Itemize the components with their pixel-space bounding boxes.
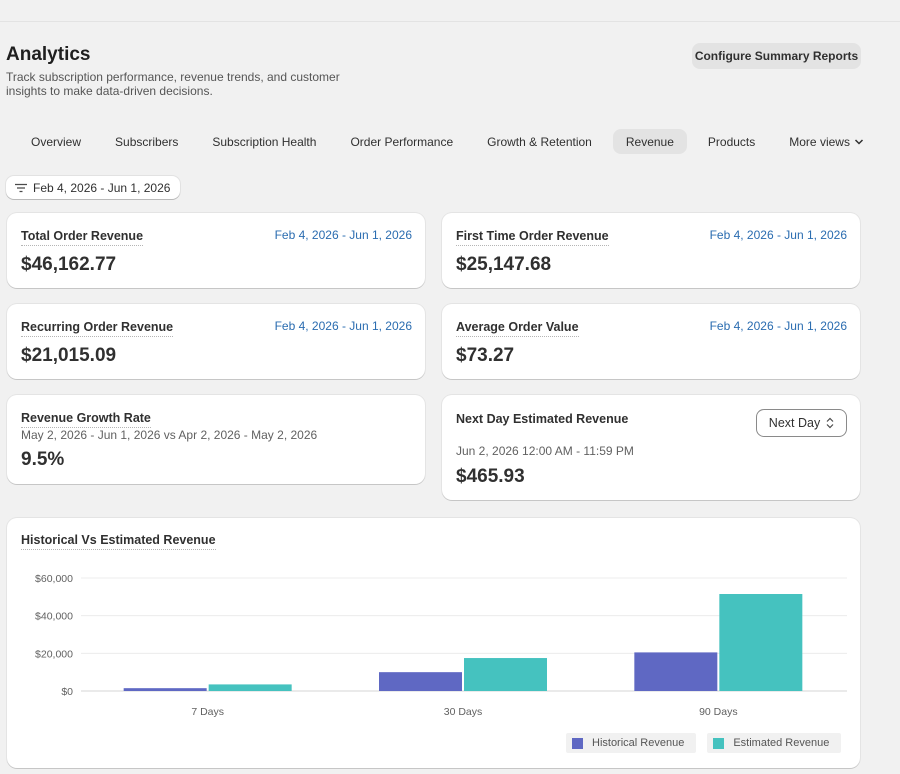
revenue-bar-chart: $0 $20,000 $40,000 $60,000 7 Days 30 Days 90 D… bbox=[35, 573, 847, 718]
filter-icon bbox=[15, 183, 27, 192]
period-select[interactable]: Next Day bbox=[756, 409, 847, 437]
legend-label: Historical Revenue bbox=[592, 737, 685, 749]
tab-bar: Overview Subscribers Subscription Health… bbox=[18, 129, 885, 154]
card-label[interactable]: First Time Order Revenue bbox=[456, 229, 609, 246]
y-tick-label: $60,000 bbox=[35, 573, 73, 585]
legend-swatch bbox=[713, 737, 725, 749]
tab-more-views[interactable]: More views bbox=[776, 129, 877, 154]
tab-label: Subscription Health bbox=[212, 134, 317, 149]
x-tick-label: 30 Days bbox=[444, 706, 483, 718]
recurring-order-revenue-card: Recurring Order Revenue Feb 4, 2026 - Ju… bbox=[7, 304, 425, 379]
bar bbox=[123, 688, 207, 691]
average-order-value-card: Average Order Value Feb 4, 2026 - Jun 1,… bbox=[442, 304, 860, 379]
page-title: Analytics bbox=[6, 44, 91, 65]
card-label[interactable]: Total Order Revenue bbox=[21, 229, 144, 246]
card-label[interactable]: Revenue Growth Rate bbox=[21, 411, 151, 428]
card-value: $465.93 bbox=[456, 466, 525, 487]
x-tick-label: 7 Days bbox=[191, 706, 224, 718]
card-label[interactable]: Average Order Value bbox=[456, 320, 579, 337]
card-comparison-range: May 2, 2026 - Jun 1, 2026 vs Apr 2, 2026… bbox=[21, 428, 318, 442]
date-filter-button[interactable]: Feb 4, 2026 - Jun 1, 2026 bbox=[6, 176, 181, 199]
legend-item-historical[interactable]: Historical Revenue bbox=[566, 733, 697, 753]
card-value: $25,147.68 bbox=[456, 254, 552, 275]
legend-label: Estimated Revenue bbox=[733, 737, 830, 749]
tab-label: Subscribers bbox=[115, 134, 179, 149]
tab-growth-retention[interactable]: Growth & Retention bbox=[474, 129, 605, 154]
period-select-value: Next Day bbox=[768, 416, 821, 430]
total-order-revenue-card: Total Order Revenue Feb 4, 2026 - Jun 1,… bbox=[7, 213, 425, 288]
tab-products[interactable]: Products bbox=[695, 129, 768, 154]
legend-item-estimated[interactable]: Estimated Revenue bbox=[707, 733, 842, 753]
revenue-growth-rate-card: Revenue Growth Rate May 2, 2026 - Jun 1,… bbox=[7, 395, 425, 484]
select-chevron-icon bbox=[826, 417, 834, 429]
top-divider bbox=[0, 21, 900, 22]
tab-label: Growth & Retention bbox=[487, 134, 592, 149]
card-value: $73.27 bbox=[456, 345, 515, 366]
x-tick-label: 90 Days bbox=[699, 706, 738, 718]
page-subtitle: Track subscription performance, revenue … bbox=[6, 70, 340, 98]
tab-subscription-health[interactable]: Subscription Health bbox=[199, 129, 329, 154]
card-value: $46,162.77 bbox=[21, 254, 117, 275]
card-date-range: Feb 4, 2026 - Jun 1, 2026 bbox=[709, 319, 847, 333]
tab-label: More views bbox=[789, 134, 850, 149]
card-value: $21,015.09 bbox=[21, 345, 117, 366]
card-date-range: Feb 4, 2026 - Jun 1, 2026 bbox=[274, 319, 412, 333]
legend-swatch bbox=[572, 737, 583, 749]
tab-label: Order Performance bbox=[350, 134, 454, 149]
tab-label: Overview bbox=[31, 134, 82, 149]
bar bbox=[719, 594, 803, 691]
tab-overview[interactable]: Overview bbox=[18, 129, 94, 154]
y-tick-label: $40,000 bbox=[35, 611, 73, 623]
next-day-estimated-revenue-card: Next Day Estimated Revenue Next Day Jun … bbox=[442, 395, 860, 500]
y-tick-label: $20,000 bbox=[35, 648, 73, 660]
card-period: Jun 2, 2026 12:00 AM - 11:59 PM bbox=[456, 444, 634, 458]
tab-revenue[interactable]: Revenue bbox=[612, 129, 687, 154]
chevron-down-icon bbox=[854, 135, 864, 149]
bar bbox=[208, 684, 292, 691]
tab-order-performance[interactable]: Order Performance bbox=[337, 129, 466, 154]
tab-label: Products bbox=[707, 134, 756, 149]
card-label: Next Day Estimated Revenue bbox=[456, 412, 629, 426]
tab-label: Revenue bbox=[625, 134, 674, 149]
date-filter-label: Feb 4, 2026 - Jun 1, 2026 bbox=[33, 180, 171, 195]
card-date-range: Feb 4, 2026 - Jun 1, 2026 bbox=[709, 228, 847, 242]
y-tick-label: $0 bbox=[61, 686, 73, 698]
bar bbox=[464, 658, 547, 691]
bar bbox=[379, 672, 462, 691]
card-date-range: Feb 4, 2026 - Jun 1, 2026 bbox=[274, 228, 412, 242]
configure-summary-reports-button[interactable]: Configure Summary Reports bbox=[692, 43, 861, 69]
card-label[interactable]: Recurring Order Revenue bbox=[21, 320, 174, 337]
chart-title[interactable]: Historical Vs Estimated Revenue bbox=[21, 533, 216, 550]
first-time-order-revenue-card: First Time Order Revenue Feb 4, 2026 - J… bbox=[442, 213, 860, 288]
historical-vs-estimated-revenue-card: Historical Vs Estimated Revenue $0 $20,00… bbox=[7, 518, 860, 768]
chart-legend: Historical Revenue Estimated Revenue bbox=[566, 733, 852, 753]
card-value: 9.5% bbox=[21, 449, 65, 470]
tab-subscribers[interactable]: Subscribers bbox=[102, 129, 191, 154]
bar bbox=[634, 652, 718, 691]
